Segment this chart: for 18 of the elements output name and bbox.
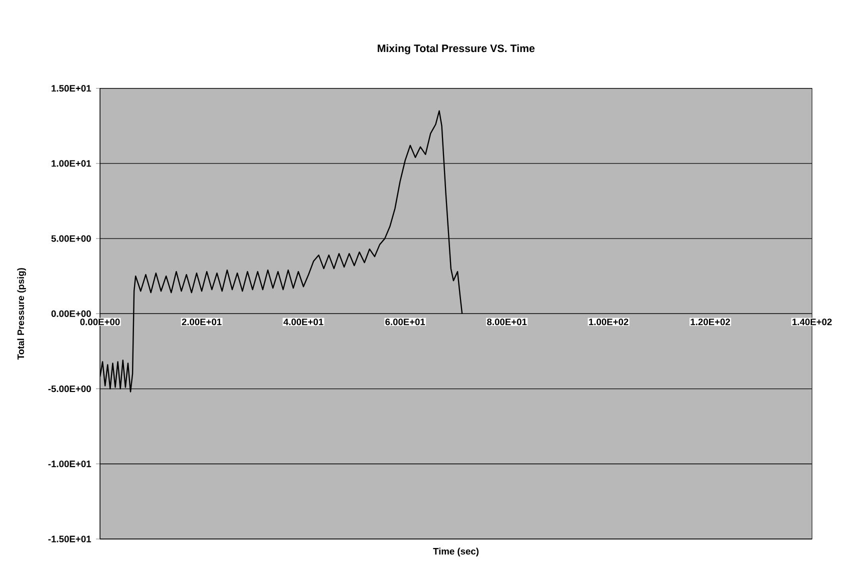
y-tick-label: 1.50E+01 xyxy=(52,85,92,92)
y-tick-label: -1.00E+01 xyxy=(48,460,92,468)
x-tick-label: 1.20E+02 xyxy=(690,318,730,326)
y-tick-label: 0.00E+00 xyxy=(51,310,91,317)
chart-title: Mixing Total Pressure VS. Time xyxy=(378,44,535,54)
x-tick-label: 4.00E+01 xyxy=(283,318,324,326)
y-tick-label: -1.50E+01 xyxy=(48,536,92,542)
x-axis-title: Time (sec) xyxy=(433,548,479,556)
y-tick-label: -5.00E+00 xyxy=(48,385,91,392)
y-tick-label: 1.00E+01 xyxy=(52,160,92,167)
x-tick-label: 6.00E+01 xyxy=(385,318,425,326)
y-axis-title: Total Pressure (psig) xyxy=(17,268,26,360)
x-tick-label: 8.00E+01 xyxy=(487,318,527,326)
x-tick-label: 0.00E+00 xyxy=(80,318,120,326)
y-tick-label: 5.00E+00 xyxy=(51,235,91,242)
x-tick-label: 1.40E+02 xyxy=(792,318,832,326)
x-tick-label: 1.00E+02 xyxy=(589,318,628,326)
x-tick-label: 2.00E+01 xyxy=(182,318,222,326)
